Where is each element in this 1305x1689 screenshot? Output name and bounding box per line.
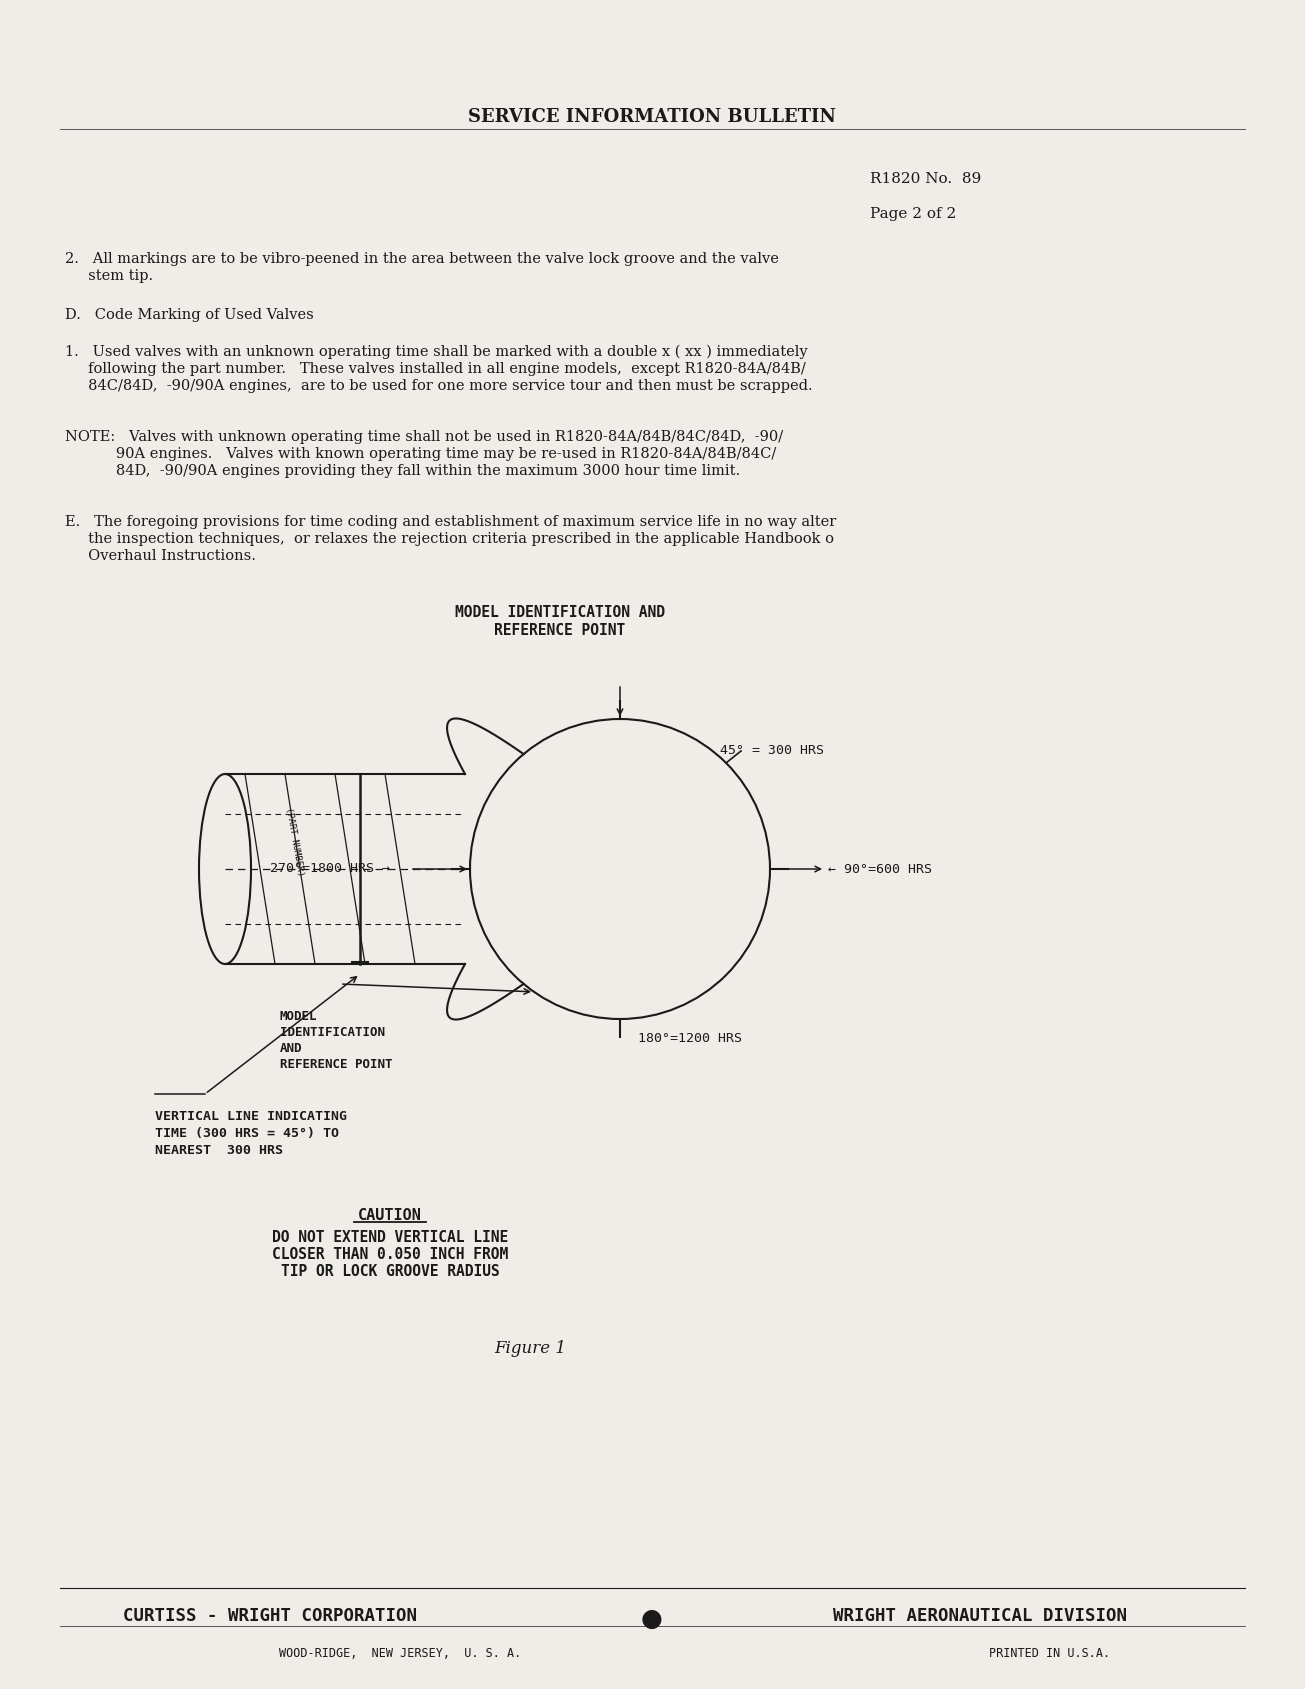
Text: R1820 No.  89: R1820 No. 89: [870, 172, 981, 186]
Text: TIP OR LOCK GROOVE RADIUS: TIP OR LOCK GROOVE RADIUS: [281, 1263, 500, 1279]
Text: CURTISS - WRIGHT CORPORATION: CURTISS - WRIGHT CORPORATION: [123, 1606, 418, 1625]
Text: 1.   Used valves with an unknown operating time shall be marked with a double x : 1. Used valves with an unknown operating…: [65, 345, 808, 360]
Text: (PART NUMBER): (PART NUMBER): [284, 806, 305, 877]
Text: MODEL IDENTIFICATION AND: MODEL IDENTIFICATION AND: [455, 605, 666, 620]
Text: stem tip.: stem tip.: [65, 269, 153, 282]
Text: WOOD-RIDGE,  NEW JERSEY,  U. S. A.: WOOD-RIDGE, NEW JERSEY, U. S. A.: [279, 1647, 521, 1659]
Text: 84C/84D,  -90/90A engines,  are to be used for one more service tour and then mu: 84C/84D, -90/90A engines, are to be used…: [65, 378, 813, 394]
Text: 2.   All markings are to be vibro-peened in the area between the valve lock groo: 2. All markings are to be vibro-peened i…: [65, 252, 779, 265]
Text: NOTE:   Valves with unknown operating time shall not be used in R1820-84A/84B/84: NOTE: Valves with unknown operating time…: [65, 429, 783, 444]
Text: ●: ●: [641, 1606, 663, 1630]
Text: following the part number.   These valves installed in all engine models,  excep: following the part number. These valves …: [65, 361, 805, 375]
Text: Figure 1: Figure 1: [495, 1339, 566, 1356]
Text: Page 2 of 2: Page 2 of 2: [870, 206, 957, 221]
Text: WRIGHT AERONAUTICAL DIVISION: WRIGHT AERONAUTICAL DIVISION: [833, 1606, 1128, 1625]
Text: the inspection techniques,  or relaxes the rejection criteria prescribed in the : the inspection techniques, or relaxes th…: [65, 532, 834, 546]
Text: E.   The foregoing provisions for time coding and establishment of maximum servi: E. The foregoing provisions for time cod…: [65, 515, 837, 529]
Text: VERTICAL LINE INDICATING: VERTICAL LINE INDICATING: [155, 1110, 347, 1121]
Text: SERVICE INFORMATION BULLETIN: SERVICE INFORMATION BULLETIN: [468, 108, 837, 127]
Text: TIME (300 HRS = 45°) TO: TIME (300 HRS = 45°) TO: [155, 1127, 339, 1140]
Text: 45° = 300 HRS: 45° = 300 HRS: [720, 743, 823, 757]
Text: 90A engines.   Valves with known operating time may be re-used in R1820-84A/84B/: 90A engines. Valves with known operating…: [65, 446, 776, 461]
Text: 84D,  -90/90A engines providing they fall within the maximum 3000 hour time limi: 84D, -90/90A engines providing they fall…: [65, 464, 740, 478]
Text: IDENTIFICATION: IDENTIFICATION: [281, 1025, 385, 1039]
Text: PRINTED IN U.S.A.: PRINTED IN U.S.A.: [989, 1647, 1111, 1659]
Text: REFERENCE POINT: REFERENCE POINT: [281, 1057, 393, 1071]
Text: AND: AND: [281, 1042, 303, 1054]
Text: REFERENCE POINT: REFERENCE POINT: [495, 623, 625, 638]
Text: 180°=1200 HRS: 180°=1200 HRS: [638, 1032, 743, 1044]
Text: NEAREST  300 HRS: NEAREST 300 HRS: [155, 1143, 283, 1157]
Text: Overhaul Instructions.: Overhaul Instructions.: [65, 549, 256, 562]
Text: DO NOT EXTEND VERTICAL LINE: DO NOT EXTEND VERTICAL LINE: [271, 1230, 508, 1245]
Text: CLOSER THAN 0.050 INCH FROM: CLOSER THAN 0.050 INCH FROM: [271, 1246, 508, 1262]
Text: D.   Code Marking of Used Valves: D. Code Marking of Used Valves: [65, 307, 313, 323]
Text: 270°=1800 HRS →: 270°=1800 HRS →: [270, 861, 390, 875]
Text: ← 90°=600 HRS: ← 90°=600 HRS: [827, 863, 932, 875]
Text: MODEL: MODEL: [281, 1010, 317, 1022]
Text: CAUTION: CAUTION: [358, 1208, 422, 1223]
